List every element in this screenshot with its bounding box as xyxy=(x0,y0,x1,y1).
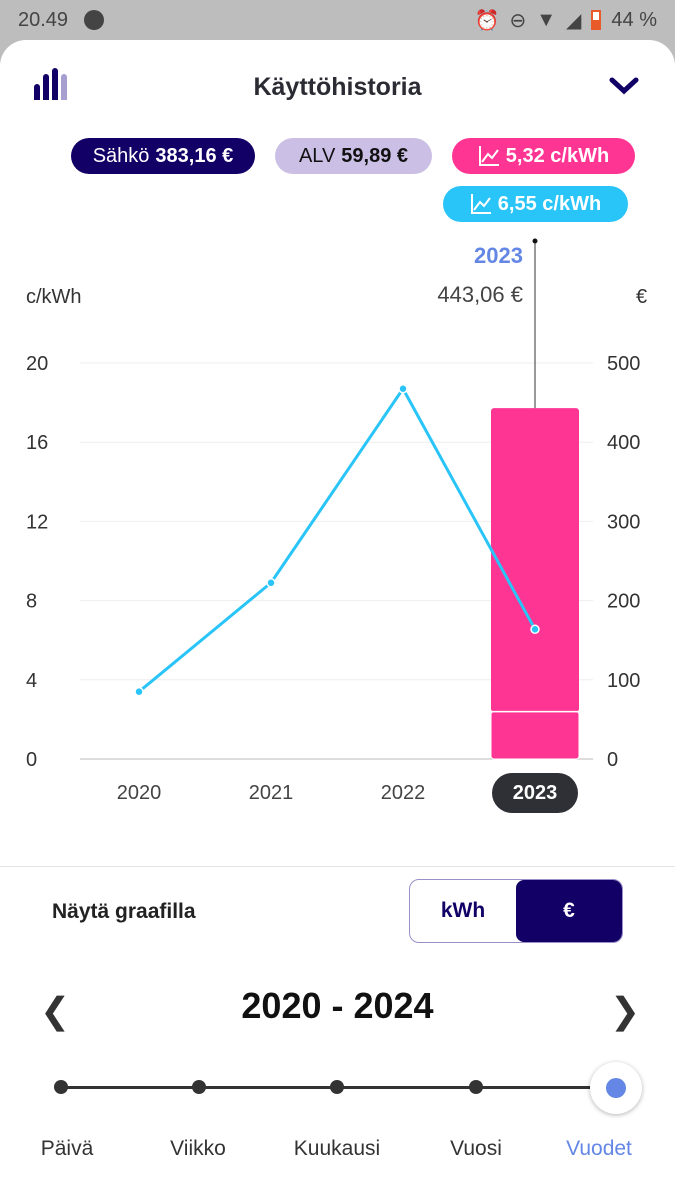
period-years[interactable]: Vuodet xyxy=(566,1137,632,1160)
slider-stop[interactable] xyxy=(192,1080,206,1094)
line-chart-icon xyxy=(470,194,491,214)
price-point xyxy=(266,578,276,588)
date-range: 2020 - 2024 xyxy=(241,985,434,1026)
signal-icon: ◢ xyxy=(566,9,582,32)
selected-category-pill xyxy=(492,773,578,813)
vat-badge[interactable]: ALV 59,89 € xyxy=(275,138,432,174)
tooltip-total: 443,06 € xyxy=(437,282,523,307)
unit-toggle[interactable]: kWh € xyxy=(409,879,623,943)
right-tick-label: 500 xyxy=(607,353,640,375)
badge-value: 59,89 € xyxy=(341,144,409,167)
bar-segment-sähkö xyxy=(491,408,579,712)
battery-icon xyxy=(591,10,602,30)
badge-label: Sähkö xyxy=(92,144,150,167)
left-tick-label: 4 xyxy=(26,670,37,692)
tooltip-dot xyxy=(532,238,538,244)
left-tick-label: 16 xyxy=(26,432,48,454)
alarm-icon: ⏰ xyxy=(474,9,500,32)
x-tick-label: 2022 xyxy=(381,782,426,804)
x-tick-label: 2020 xyxy=(117,782,162,804)
price-point xyxy=(398,383,408,394)
right-axis-label: € xyxy=(636,286,647,308)
right-tick-label: 400 xyxy=(607,432,640,454)
badge-value: 5,32 c/kWh xyxy=(505,144,610,167)
left-tick-label: 0 xyxy=(26,749,37,771)
bar-segment-alv xyxy=(490,711,580,760)
wifi-icon: ▼ xyxy=(536,8,557,31)
right-tick-label: 300 xyxy=(607,511,640,533)
right-tick-label: 200 xyxy=(607,591,640,613)
chevron-down-icon[interactable] xyxy=(609,76,639,96)
badge-value: 6,55 c/kWh xyxy=(497,192,602,215)
previous-range-button[interactable]: ❮ xyxy=(40,990,71,1031)
period-month[interactable]: Kuukausi xyxy=(293,1137,381,1160)
x-tick-label: 2021 xyxy=(249,782,294,804)
price-badge-blue[interactable]: 6,55 c/kWh xyxy=(443,186,628,222)
slider-stop[interactable] xyxy=(330,1080,344,1094)
dnd-icon: ⊖ xyxy=(509,9,527,32)
right-tick-label: 100 xyxy=(607,670,640,692)
status-time: 20.49 xyxy=(18,8,69,31)
electricity-badge[interactable]: Sähkö 383,16 € xyxy=(71,138,255,174)
left-axis-label: c/kWh xyxy=(26,286,82,308)
price-badge-pink[interactable]: 5,32 c/kWh xyxy=(452,138,635,174)
period-year[interactable]: Vuosi xyxy=(450,1137,502,1160)
notification-icon xyxy=(84,10,105,30)
price-point xyxy=(134,686,144,697)
toggle-kwh[interactable]: kWh xyxy=(440,899,486,922)
usage-chart[interactable]: c/kWh €04812162001002003004005002023443,0… xyxy=(0,40,675,840)
divider xyxy=(0,866,675,867)
battery-level: 44 % xyxy=(611,8,657,31)
price-line xyxy=(138,387,537,693)
slider-stop[interactable] xyxy=(469,1080,483,1094)
usage-history-sheet: Käyttöhistoria Sähkö 383,16 € ALV 59,89 € … xyxy=(0,40,675,1200)
next-range-button[interactable]: ❯ xyxy=(610,990,641,1031)
left-tick-label: 8 xyxy=(26,591,37,613)
page-title: Käyttöhistoria xyxy=(253,73,422,101)
left-tick-label: 12 xyxy=(26,511,48,533)
left-tick-label: 20 xyxy=(26,353,48,375)
header: Käyttöhistoria xyxy=(0,40,675,135)
show-on-chart-label: Näytä graafilla xyxy=(52,900,196,923)
period-day[interactable]: Päivä xyxy=(40,1137,94,1160)
price-point xyxy=(530,624,540,635)
period-slider-handle[interactable] xyxy=(590,1062,642,1114)
slider-stop[interactable] xyxy=(54,1080,68,1094)
period-week[interactable]: Viikko xyxy=(170,1137,226,1160)
x-tick-label: 2023 xyxy=(513,782,558,804)
badge-value: 383,16 € xyxy=(155,144,234,167)
toggle-euro[interactable]: € xyxy=(516,880,622,942)
badge-label: ALV xyxy=(298,144,336,167)
line-chart-icon xyxy=(478,146,499,166)
status-bar: 20.49 ⏰ ⊖ ▼ ◢ 44 % xyxy=(0,0,675,40)
bar-chart-icon xyxy=(34,68,67,100)
right-tick-label: 0 xyxy=(607,749,618,771)
tooltip-year: 2023 xyxy=(474,243,523,268)
